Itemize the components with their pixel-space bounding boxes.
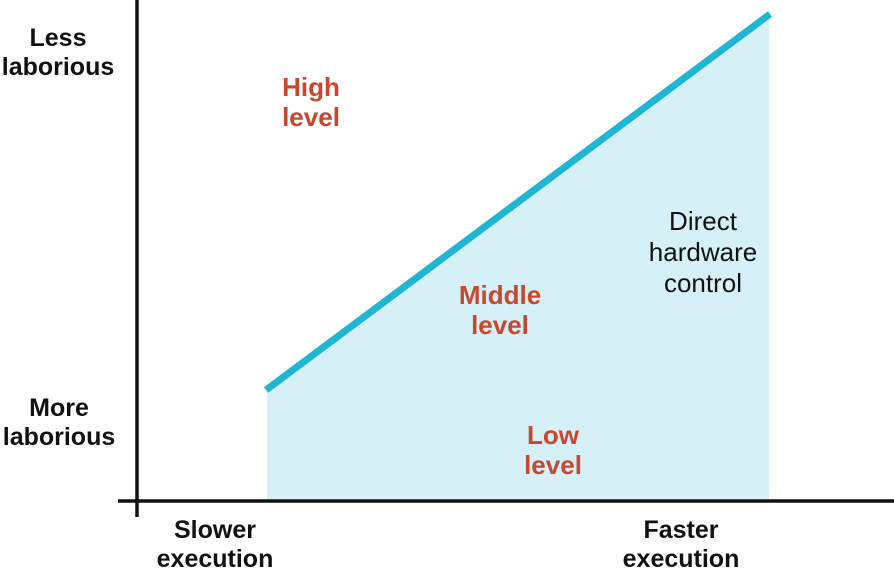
axes-lines [118,0,894,517]
trend-line [263,11,773,393]
y-axis-top-label: Less laborious [1,24,115,81]
high-level-label: High level [282,72,340,133]
shaded-area [267,15,769,499]
x-axis-right-label: Faster execution [622,516,740,573]
direct-hardware-control-label: Direct hardware control [648,206,758,299]
middle-level-label: Middle level [458,280,542,341]
x-axis-left-label: Slower execution [156,516,274,573]
y-axis-bottom-label: More laborious [2,394,116,451]
low-level-label: Low level [524,420,582,481]
